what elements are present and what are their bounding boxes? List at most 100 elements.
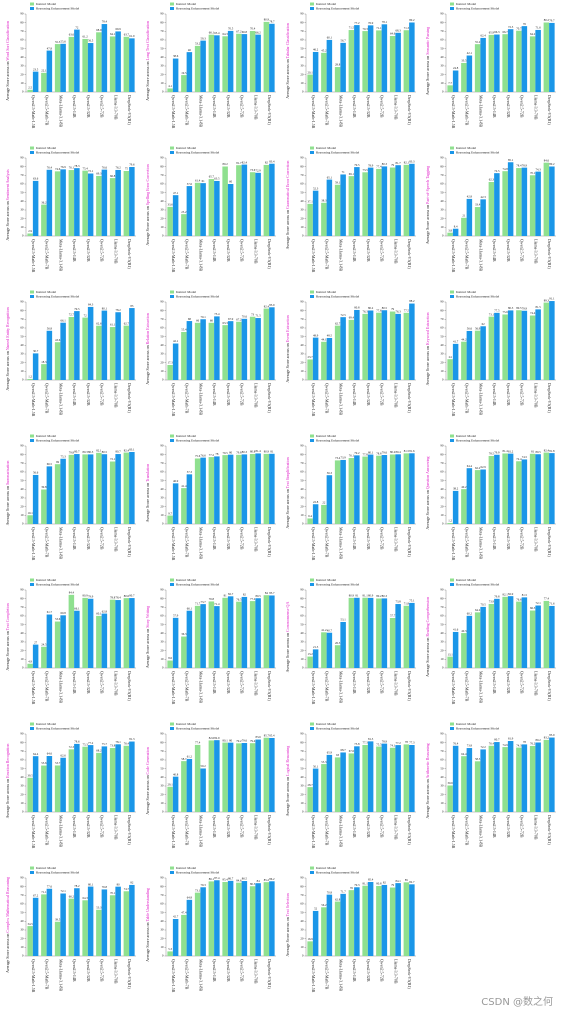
y-tick-label: 70 [20,605,24,609]
value-label: 53.3 [96,905,102,909]
value-label: 30.6 [448,781,454,785]
value-label: 77.8 [363,452,369,456]
value-label: 80.4 [396,450,402,454]
x-tick-label: Qwen2.5-Math-1.5B [311,527,316,561]
y-tick-label: 80 [300,740,304,744]
bar [255,739,261,812]
x-tick-label: Qwen2.5-Math-1.5B [31,815,36,849]
value-label: 79.9 [494,450,500,454]
bar [395,745,401,812]
value-label: 80 [229,450,233,454]
y-tick-label: 0 [442,522,444,526]
x-tick-label: Qwen2.5-Math-1.5B [311,239,316,273]
legend-label: Reasoning Enhancement Model [176,870,219,874]
x-tick-label: Qwen2.5-Math-1.5B [451,815,456,849]
y-tick-label: 40 [300,919,304,923]
value-label: 79 [391,307,395,311]
value-label: 80.3 [382,162,388,166]
value-label: 79.5 [74,307,80,311]
legend-swatch [310,727,314,730]
x-tick-label: Llama-3.3-70B [393,671,398,696]
value-label: 64.4 [461,752,467,756]
value-label: 62.6 [61,753,67,757]
y-tick-label: 30 [440,208,444,212]
x-tick-label: Qwen2.5-72B [240,239,245,262]
y-tick-label: 30 [300,208,304,212]
x-tick-label: Qwen2.5-Math-1.5B [171,959,176,993]
bar [395,883,401,956]
bar [535,454,541,524]
y-tick-label: 80 [160,596,164,600]
bar [529,610,536,668]
y-tick-label: 60 [160,326,164,330]
bar [447,656,453,668]
y-tick-label: 70 [300,29,304,33]
value-label: 29.1 [168,782,174,786]
y-tick-label: 20 [440,216,444,220]
value-label: 81.1 [363,593,369,597]
value-label: 75.5 [376,742,382,746]
value-label: 42.1 [173,339,179,343]
value-label: 82.1 [503,593,509,597]
value-label: 65.1 [327,175,333,179]
value-label: 80.8 [376,882,382,886]
x-tick-label: Qwen2.5-Math-7B [465,671,470,702]
bar [115,31,121,93]
y-tick-label: 70 [300,461,304,465]
y-tick-label: 80 [20,164,24,168]
bar [395,604,401,668]
x-tick-label: Qwen2.5-Math-7B [325,239,330,270]
y-tick-label: 60 [20,38,24,42]
value-label: 57.3 [187,470,193,474]
bar [409,22,415,93]
value-label: 78 [405,740,409,744]
bar [269,737,275,812]
value-label: 76.3 [363,310,369,314]
bar [115,600,121,668]
y-tick-label: 90 [160,12,164,16]
bar [87,454,94,524]
y-tick-label: 50 [20,46,24,50]
value-label: 78.1 [382,20,388,24]
y-axis-label-task: Named Entity Recognition [5,307,10,350]
value-label: 56.6 [467,327,473,331]
x-tick-label: Meta-Llama-3.1-8B [58,239,63,271]
value-label: 79.6 [242,739,248,743]
bar [466,198,473,236]
bar [529,745,536,812]
value-label: 20.1 [308,70,314,74]
value-label: 81 [531,449,535,453]
value-label: 79.9 [522,306,528,310]
value-label: 18.3 [41,360,47,364]
bar [354,167,360,236]
bar [452,745,459,812]
x-tick-label: Llama-3.3-70B [533,95,538,120]
x-tick-label: Qwen2.5-Math-7B [325,383,330,414]
legend-swatch [310,290,314,294]
value-label: 63.5 [214,177,220,181]
value-label: 74.9 [503,743,509,747]
legend-label: Instruct Model [316,290,336,294]
y-tick-label: 90 [300,444,304,448]
x-tick-label: DeepSeek-V3(R1) [547,239,552,269]
x-tick-label: Qwen2.5-Math-7B [465,95,470,126]
y-tick-label: 60 [20,758,24,762]
value-label: 79.5 [354,163,360,167]
value-label: 86.5 [242,877,248,881]
y-axis-label-task: Reading Comprehension [425,597,430,637]
bar [96,909,102,956]
y-tick-label: 80 [440,308,444,312]
y-tick-label: 70 [440,317,444,321]
x-tick-label: Qwen2.5-14B [72,383,77,406]
x-tick-label: Meta-Llama-3.1-8B [478,815,483,847]
bar [521,167,528,236]
x-tick-label: Qwen2.5-14B [212,527,217,550]
y-tick-label: 10 [20,801,24,805]
legend-label: Instruct Model [456,290,476,294]
y-tick-label: 10 [300,657,304,661]
y-tick-label: 50 [20,478,24,482]
y-tick-label: 0 [162,954,164,958]
bar [452,631,459,668]
bar [186,474,193,524]
